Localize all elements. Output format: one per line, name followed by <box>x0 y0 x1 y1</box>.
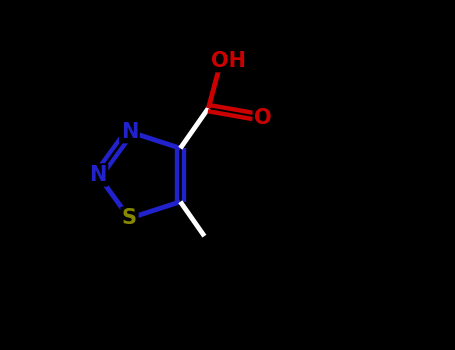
Text: OH: OH <box>212 51 247 71</box>
Text: O: O <box>254 108 272 128</box>
Text: N: N <box>89 165 106 185</box>
Text: N: N <box>121 122 138 142</box>
Text: S: S <box>122 208 137 228</box>
